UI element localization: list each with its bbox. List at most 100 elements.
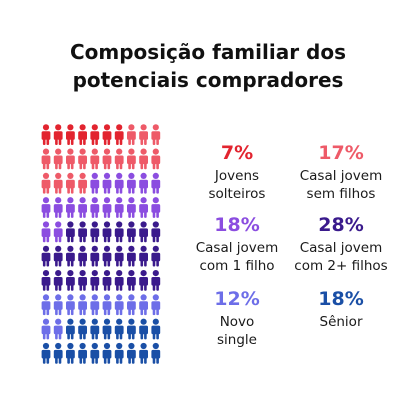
chart-title-line-2: potenciais compradores — [72, 68, 344, 92]
stat-casal-2-filhos: 28% Casal jovem com 2+ filhos — [276, 214, 406, 275]
person-icon — [114, 342, 124, 364]
person-icon — [53, 294, 63, 316]
person-icon — [90, 318, 100, 340]
stat-value: 18% — [214, 214, 260, 236]
person-icon — [139, 124, 148, 145]
person-icon — [127, 124, 136, 145]
person-icon — [151, 270, 161, 291]
person-icon — [90, 197, 100, 218]
person-icon — [53, 124, 63, 145]
person-icon — [66, 197, 75, 218]
person-icon — [127, 270, 136, 291]
person-icon — [127, 342, 136, 364]
person-icon — [41, 270, 51, 291]
person-icon — [41, 124, 51, 145]
stat-value: 28% — [318, 214, 364, 236]
person-icon — [127, 172, 136, 194]
person-icon — [151, 172, 161, 194]
stat-jovens-solteiros: 7% Jovens solteiros — [172, 142, 302, 203]
person-icon — [66, 294, 75, 316]
stat-label-line: Casal jovem — [299, 240, 383, 256]
person-icon — [53, 318, 63, 340]
person-icon — [78, 318, 87, 340]
person-icon — [114, 148, 124, 170]
person-icon — [41, 221, 51, 243]
chart-title: Composição familiar dos potenciais compr… — [20, 38, 396, 94]
person-icon — [151, 148, 161, 170]
person-icon — [151, 221, 161, 243]
person-icon — [139, 318, 148, 340]
person-icon — [139, 172, 148, 194]
person-icon — [151, 124, 161, 145]
person-icon — [114, 294, 124, 316]
stat-label: Jovens solteiros — [172, 167, 302, 203]
person-icon — [53, 245, 63, 267]
person-icon — [66, 148, 75, 170]
stat-label: Novo single — [172, 313, 302, 349]
person-icon — [102, 148, 112, 170]
person-icon — [127, 318, 136, 340]
person-icon — [139, 342, 148, 364]
person-icon — [78, 197, 87, 218]
person-icon — [114, 197, 124, 218]
person-icon — [66, 270, 75, 291]
person-icon — [41, 172, 51, 194]
person-icon — [78, 270, 87, 291]
person-icon — [151, 245, 161, 267]
stat-value: 18% — [318, 288, 364, 310]
person-icon — [41, 342, 51, 364]
person-icon — [114, 245, 124, 267]
person-icon — [127, 197, 136, 218]
person-icon — [41, 197, 51, 218]
person-icon — [114, 270, 124, 291]
person-icon — [151, 318, 161, 340]
person-icon — [102, 172, 112, 194]
person-icon — [90, 270, 100, 291]
person-icon — [127, 148, 136, 170]
stat-value: 12% — [214, 288, 260, 310]
person-icon — [139, 197, 148, 218]
person-icon — [78, 148, 87, 170]
stat-label-line: Casal jovem — [195, 240, 279, 256]
stat-label-line: Casal jovem — [299, 168, 383, 184]
stat-label-line: com 1 filho — [199, 258, 275, 274]
person-icon — [41, 148, 51, 170]
stat-casal-sem-filhos: 17% Casal jovem sem filhos — [276, 142, 406, 203]
person-icon — [139, 294, 148, 316]
person-icon — [53, 197, 63, 218]
stat-label-line: single — [217, 332, 257, 348]
person-icon — [102, 197, 112, 218]
person-icon — [78, 342, 87, 364]
stat-label: Sênior — [276, 313, 406, 331]
person-icon — [90, 124, 100, 145]
person-icon — [102, 294, 112, 316]
person-icon — [66, 245, 75, 267]
stat-label: Casal jovem com 1 filho — [172, 239, 302, 275]
stat-label: Casal jovem sem filhos — [276, 167, 406, 203]
person-icon — [102, 124, 112, 145]
person-icon — [78, 124, 87, 145]
person-icon — [102, 270, 112, 291]
person-icon — [53, 270, 63, 291]
person-icon — [90, 172, 100, 194]
person-icon — [127, 294, 136, 316]
person-icon — [66, 172, 75, 194]
person-icon — [151, 342, 161, 364]
person-icon — [41, 245, 51, 267]
person-icon — [41, 318, 51, 340]
person-icon — [53, 221, 63, 243]
person-icon — [139, 148, 148, 170]
person-icon — [78, 245, 87, 267]
stat-label-line: com 2+ filhos — [294, 258, 388, 274]
person-icon — [66, 318, 75, 340]
person-icon — [102, 221, 112, 243]
person-icon — [53, 342, 63, 364]
person-icon — [127, 245, 136, 267]
person-icon — [114, 318, 124, 340]
stat-label-line: solteiros — [208, 186, 266, 202]
person-icon — [90, 294, 100, 316]
person-icon — [78, 221, 87, 243]
person-icon — [78, 172, 87, 194]
person-icon — [139, 245, 148, 267]
